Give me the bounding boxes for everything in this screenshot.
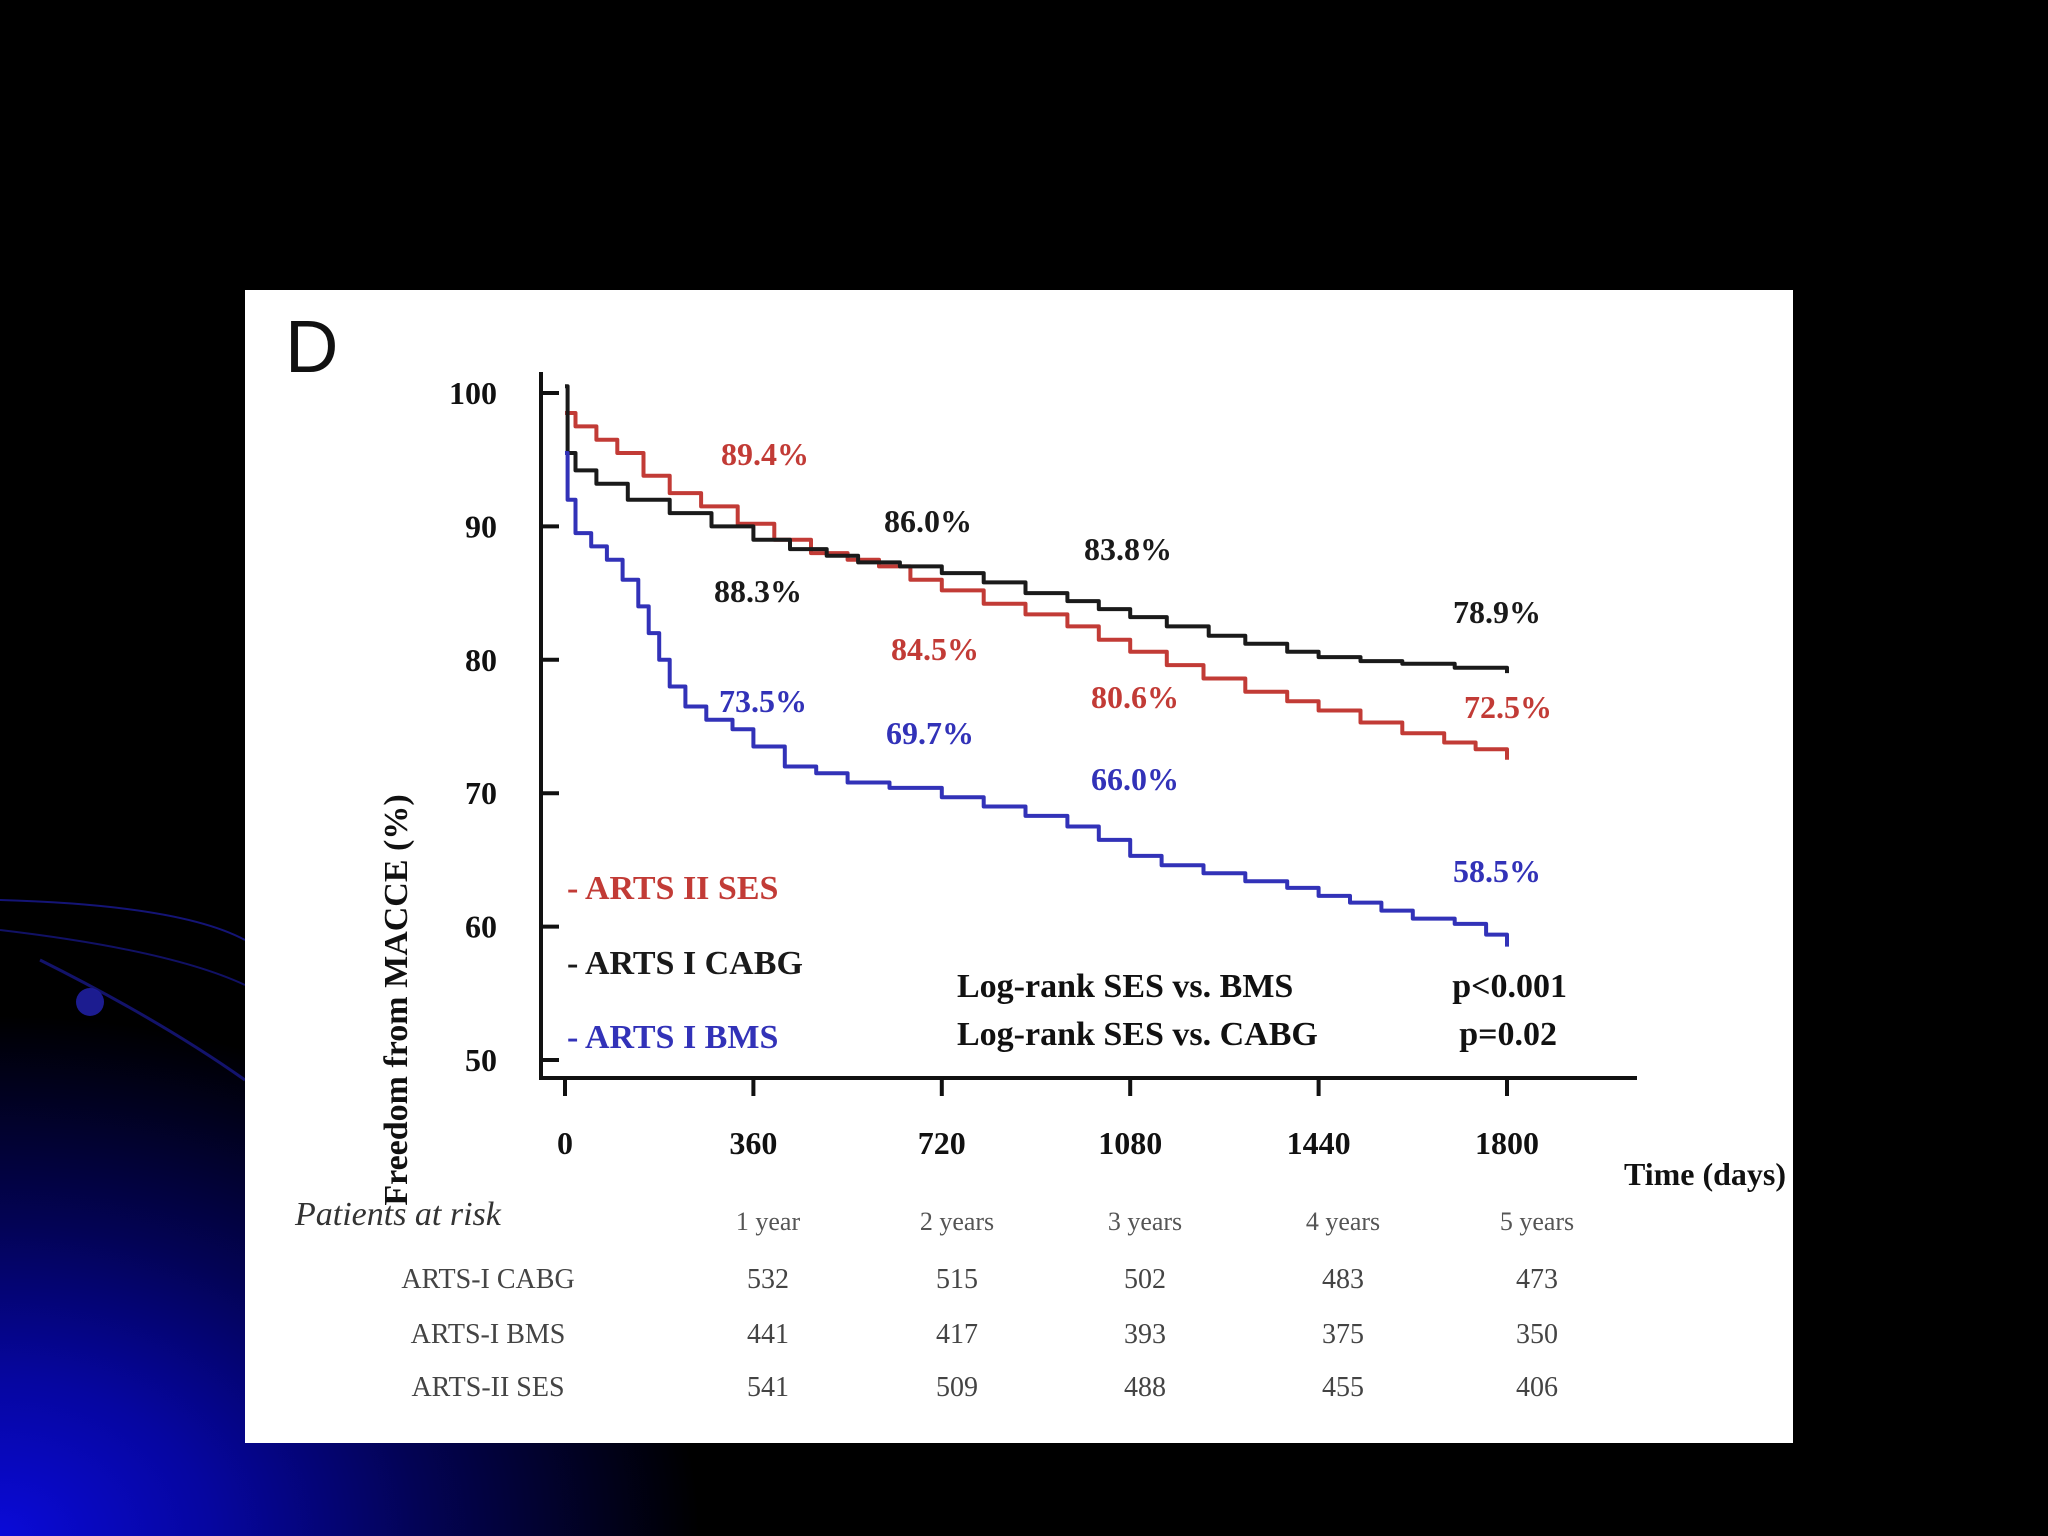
legend-item-arts1-bms: - ARTS I BMS [567, 1019, 778, 1056]
series-lines [565, 384, 1509, 947]
figure-panel: D Freedom from MACCE (%) 100 90 80 70 60 50 0… [245, 290, 1793, 1443]
x-tick-label: 0 [557, 1125, 573, 1161]
series-value-label: 78.9% [1453, 594, 1541, 630]
series-value-label: 58.5% [1453, 853, 1541, 889]
y-tick-label: 50 [465, 1042, 497, 1078]
series-line-arts-i-bms [565, 451, 1509, 947]
panel-letter: D [285, 305, 338, 388]
risk-row-label: ARTS-II SES [411, 1372, 564, 1403]
risk-cell: 350 [1516, 1319, 1558, 1350]
series-value-label: 89.4% [721, 436, 809, 472]
km-chart: D Freedom from MACCE (%) 100 90 80 70 60 50 0… [285, 305, 1786, 1403]
series-value-label: 69.7% [886, 715, 974, 751]
risk-column-header: 1 year [736, 1207, 801, 1236]
risk-cell: 455 [1322, 1372, 1364, 1403]
y-ticks: 100 90 80 70 60 50 [449, 375, 559, 1078]
logrank-test-bms: Log-rank SES vs. BMS [957, 968, 1293, 1005]
legend: - ARTS II SES - ARTS I CABG - ARTS I BMS [567, 870, 803, 1056]
risk-column-header: 5 years [1500, 1207, 1574, 1236]
risk-cell: 473 [1516, 1264, 1558, 1295]
risk-row-label: ARTS-I CABG [401, 1264, 574, 1295]
series-value-label: 84.5% [891, 631, 979, 667]
logrank-p-bms: p<0.001 [1452, 968, 1567, 1005]
risk-column-header: 4 years [1306, 1207, 1380, 1236]
logrank-p-cabg: p=0.02 [1459, 1016, 1557, 1053]
y-tick-label: 100 [449, 375, 497, 411]
risk-row-label: ARTS-I BMS [411, 1319, 566, 1350]
series-value-label: 73.5% [719, 683, 807, 719]
risk-cell: 515 [936, 1264, 978, 1295]
risk-cell: 488 [1124, 1372, 1166, 1403]
logrank-annotations: Log-rank SES vs. BMS p<0.001 Log-rank SE… [957, 968, 1567, 1053]
risk-cell: 406 [1516, 1372, 1558, 1403]
series-line-arts-i-cabg [565, 384, 1509, 674]
logrank-test-cabg: Log-rank SES vs. CABG [957, 1016, 1318, 1053]
y-tick-label: 90 [465, 508, 497, 544]
series-value-label: 66.0% [1091, 761, 1179, 797]
risk-cell: 441 [747, 1319, 789, 1350]
x-tick-label: 1440 [1287, 1125, 1351, 1161]
risk-cell: 393 [1124, 1319, 1166, 1350]
x-tick-label: 1080 [1098, 1125, 1162, 1161]
y-tick-label: 60 [465, 909, 497, 945]
x-axis-label: Time (days) [1624, 1156, 1786, 1192]
series-labels: 89.4% 84.5% 80.6% 72.5% 88.3% 86.0% 83.8% 78.9%… [714, 436, 1552, 889]
legend-item-arts2-ses: - ARTS II SES [567, 870, 778, 907]
risk-cell: 417 [936, 1319, 978, 1350]
series-value-label: 86.0% [884, 503, 972, 539]
risk-cell: 541 [747, 1372, 789, 1403]
x-ticks: 0 360 720 1080 1440 1800 [557, 1078, 1539, 1161]
y-tick-label: 80 [465, 642, 497, 678]
risk-cell: 483 [1322, 1264, 1364, 1295]
x-tick-label: 1800 [1475, 1125, 1539, 1161]
risk-cell: 509 [936, 1372, 978, 1403]
risk-cell: 375 [1322, 1319, 1364, 1350]
series-value-label: 80.6% [1091, 679, 1179, 715]
y-tick-label: 70 [465, 775, 497, 811]
risk-cell: 502 [1124, 1264, 1166, 1295]
series-value-label: 88.3% [714, 573, 802, 609]
x-tick-label: 720 [918, 1125, 966, 1161]
x-tick-label: 360 [729, 1125, 777, 1161]
risk-column-header: 3 years [1108, 1207, 1182, 1236]
axes [539, 372, 1637, 1080]
risk-column-header: 2 years [920, 1207, 994, 1236]
series-line-arts-ii-ses [565, 411, 1509, 760]
risk-table: Patients at risk 1 year 2 years 3 years 4 y… [294, 1196, 1574, 1403]
legend-item-arts1-cabg: - ARTS I CABG [567, 945, 803, 982]
series-value-label: 72.5% [1464, 689, 1552, 725]
series-value-label: 83.8% [1084, 531, 1172, 567]
risk-table-title: Patients at risk [294, 1196, 502, 1233]
y-axis-label: Freedom from MACCE (%) [378, 794, 415, 1205]
risk-cell: 532 [747, 1264, 789, 1295]
